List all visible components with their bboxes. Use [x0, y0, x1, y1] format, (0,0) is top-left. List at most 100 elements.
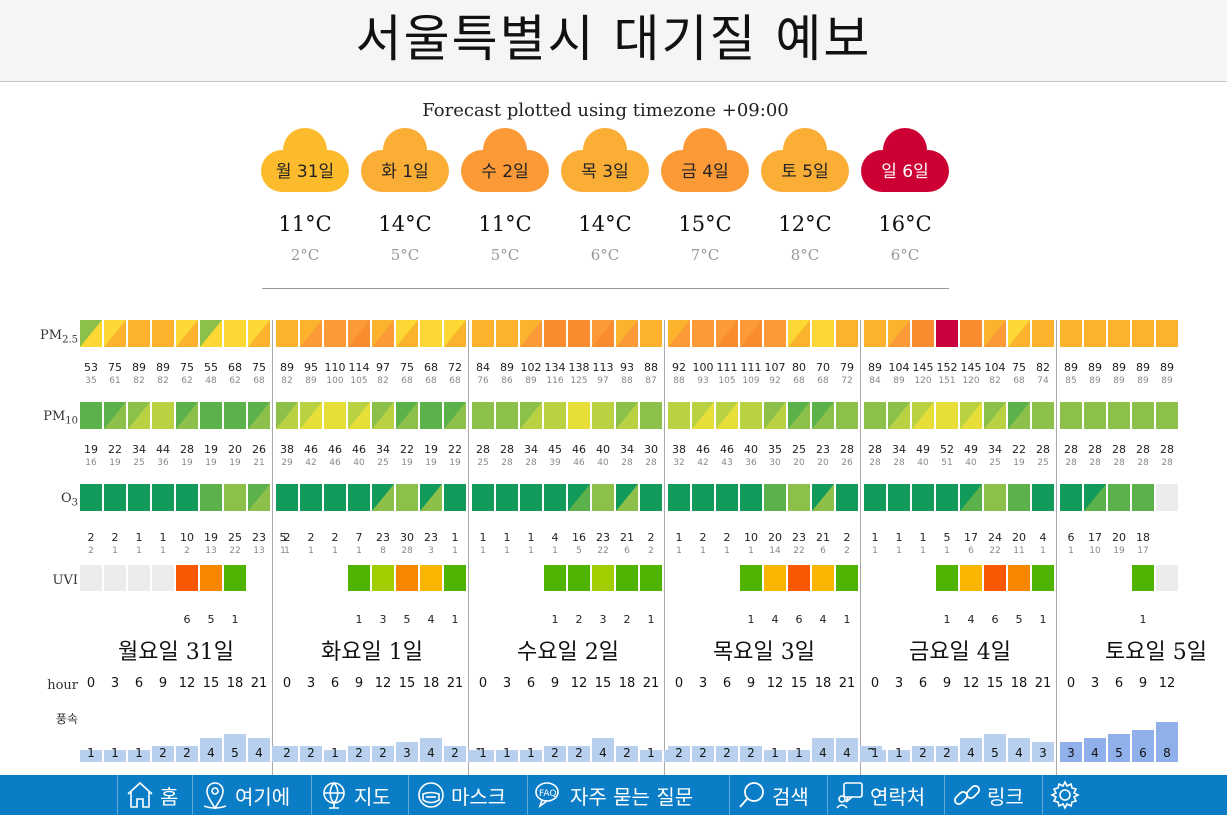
o3-cell[interactable]	[740, 484, 762, 511]
pm10-cell[interactable]	[936, 402, 958, 429]
pm25-cell[interactable]	[640, 320, 662, 347]
nav-item-faq[interactable]: FAQ 자주 묻는 질문	[527, 775, 693, 815]
uvi-cell[interactable]	[348, 565, 370, 591]
pm25-cell[interactable]	[936, 320, 958, 347]
o3-cell[interactable]	[348, 484, 370, 511]
pm25-cell[interactable]	[1108, 320, 1130, 347]
cloud-icon[interactable]: 목 3일	[560, 128, 650, 194]
uvi-cell[interactable]	[960, 565, 982, 591]
pm10-cell[interactable]	[420, 402, 442, 429]
uvi-cell[interactable]	[420, 565, 442, 591]
uvi-cell[interactable]	[1008, 565, 1030, 591]
pm10-cell[interactable]	[176, 402, 198, 429]
uvi-cell[interactable]	[812, 565, 834, 591]
pm25-cell[interactable]	[224, 320, 246, 347]
pm25-cell[interactable]	[668, 320, 690, 347]
pm10-cell[interactable]	[544, 402, 566, 429]
uvi-cell[interactable]	[444, 565, 466, 591]
pm10-cell[interactable]	[444, 402, 466, 429]
nav-item-mask[interactable]: 마스크	[408, 775, 506, 815]
o3-cell[interactable]	[224, 484, 246, 511]
pm10-cell[interactable]	[372, 402, 394, 429]
pm10-cell[interactable]	[224, 402, 246, 429]
pm25-cell[interactable]	[836, 320, 858, 347]
uvi-cell[interactable]	[544, 565, 566, 591]
uvi-cell[interactable]	[740, 565, 762, 591]
pm25-cell[interactable]	[764, 320, 786, 347]
pm10-cell[interactable]	[200, 402, 222, 429]
uvi-cell[interactable]	[80, 565, 102, 591]
pm25-cell[interactable]	[912, 320, 934, 347]
o3-cell[interactable]	[960, 484, 982, 511]
o3-cell[interactable]	[420, 484, 442, 511]
pm10-cell[interactable]	[788, 402, 810, 429]
pm25-cell[interactable]	[472, 320, 494, 347]
o3-cell[interactable]	[276, 484, 298, 511]
uvi-cell[interactable]	[104, 565, 126, 591]
o3-cell[interactable]	[936, 484, 958, 511]
pm25-cell[interactable]	[396, 320, 418, 347]
o3-cell[interactable]	[592, 484, 614, 511]
o3-cell[interactable]	[200, 484, 222, 511]
pm10-cell[interactable]	[1008, 402, 1030, 429]
nav-item-home[interactable]: 홈	[117, 775, 178, 815]
pm25-cell[interactable]	[544, 320, 566, 347]
day-forecast[interactable]: 일 6일 16°C 6°C	[860, 128, 950, 268]
uvi-cell[interactable]	[1156, 565, 1178, 591]
uvi-cell[interactable]	[984, 565, 1006, 591]
cloud-icon[interactable]: 월 31일	[260, 128, 350, 194]
o3-cell[interactable]	[836, 484, 858, 511]
nav-item-globe[interactable]: 지도	[311, 775, 391, 815]
nav-item-location-pin[interactable]: 여기에	[192, 775, 290, 815]
o3-cell[interactable]	[984, 484, 1006, 511]
pm25-cell[interactable]	[300, 320, 322, 347]
o3-cell[interactable]	[692, 484, 714, 511]
uvi-cell[interactable]	[176, 565, 198, 591]
uvi-cell[interactable]	[1132, 565, 1154, 591]
pm10-cell[interactable]	[960, 402, 982, 429]
o3-cell[interactable]	[812, 484, 834, 511]
pm10-cell[interactable]	[1084, 402, 1106, 429]
o3-cell[interactable]	[152, 484, 174, 511]
pm25-cell[interactable]	[80, 320, 102, 347]
uvi-cell[interactable]	[764, 565, 786, 591]
pm25-cell[interactable]	[960, 320, 982, 347]
pm25-cell[interactable]	[692, 320, 714, 347]
uvi-cell[interactable]	[568, 565, 590, 591]
day-forecast[interactable]: 목 3일 14°C 6°C	[560, 128, 650, 268]
pm10-cell[interactable]	[1060, 402, 1082, 429]
o3-cell[interactable]	[1132, 484, 1154, 511]
pm10-cell[interactable]	[276, 402, 298, 429]
pm25-cell[interactable]	[716, 320, 738, 347]
pm10-cell[interactable]	[128, 402, 150, 429]
pm10-cell[interactable]	[1156, 402, 1178, 429]
cloud-icon[interactable]: 수 2일	[460, 128, 550, 194]
pm10-cell[interactable]	[616, 402, 638, 429]
pm10-cell[interactable]	[912, 402, 934, 429]
o3-cell[interactable]	[104, 484, 126, 511]
day-forecast[interactable]: 토 5일 12°C 8°C	[760, 128, 850, 268]
pm25-cell[interactable]	[812, 320, 834, 347]
o3-cell[interactable]	[888, 484, 910, 511]
pm10-cell[interactable]	[984, 402, 1006, 429]
o3-cell[interactable]	[668, 484, 690, 511]
pm10-cell[interactable]	[104, 402, 126, 429]
pm25-cell[interactable]	[276, 320, 298, 347]
uvi-cell[interactable]	[152, 565, 174, 591]
uvi-cell[interactable]	[128, 565, 150, 591]
uvi-cell[interactable]	[224, 565, 246, 591]
pm25-cell[interactable]	[324, 320, 346, 347]
pm10-cell[interactable]	[496, 402, 518, 429]
pm25-cell[interactable]	[104, 320, 126, 347]
pm25-cell[interactable]	[1060, 320, 1082, 347]
pm10-cell[interactable]	[248, 402, 270, 429]
pm10-cell[interactable]	[568, 402, 590, 429]
pm25-cell[interactable]	[152, 320, 174, 347]
pm10-cell[interactable]	[812, 402, 834, 429]
o3-cell[interactable]	[716, 484, 738, 511]
pm25-cell[interactable]	[984, 320, 1006, 347]
pm10-cell[interactable]	[740, 402, 762, 429]
pm10-cell[interactable]	[764, 402, 786, 429]
pm25-cell[interactable]	[616, 320, 638, 347]
o3-cell[interactable]	[1032, 484, 1054, 511]
